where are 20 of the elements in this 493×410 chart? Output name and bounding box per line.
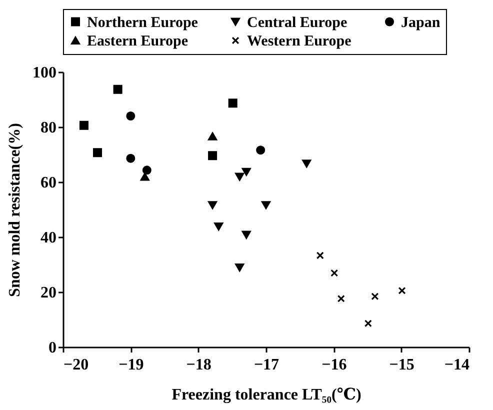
y-tick-label: 80: [40, 120, 56, 136]
x-tick-label: −14: [444, 356, 470, 374]
x-tick-label: −15: [389, 356, 414, 374]
legend-label: Central Europe: [247, 14, 348, 31]
y-tick-label: 40: [40, 230, 56, 246]
y-axis-title: Snow mold resistance(%): [6, 123, 24, 297]
x-tick-label: −16: [322, 356, 347, 374]
legend-label: Northern Europe: [87, 14, 198, 31]
legend-label: Eastern Europe: [87, 34, 188, 50]
y-tick-label: 60: [40, 174, 56, 192]
legend-label: Japan: [401, 14, 441, 31]
y-tick-label: 100: [32, 64, 56, 82]
x-axis-title: Freezing tolerance LT₅₀(℃): [172, 386, 362, 404]
legend-label: Western Europe: [247, 34, 352, 50]
y-tick-label: 20: [40, 284, 56, 302]
x-tick-label: −17: [254, 356, 280, 374]
x-tick-label: −20: [64, 356, 89, 374]
y-tick-label: 0: [48, 340, 56, 356]
x-tick-label: −19: [118, 356, 144, 374]
x-tick-label: −18: [186, 356, 212, 374]
